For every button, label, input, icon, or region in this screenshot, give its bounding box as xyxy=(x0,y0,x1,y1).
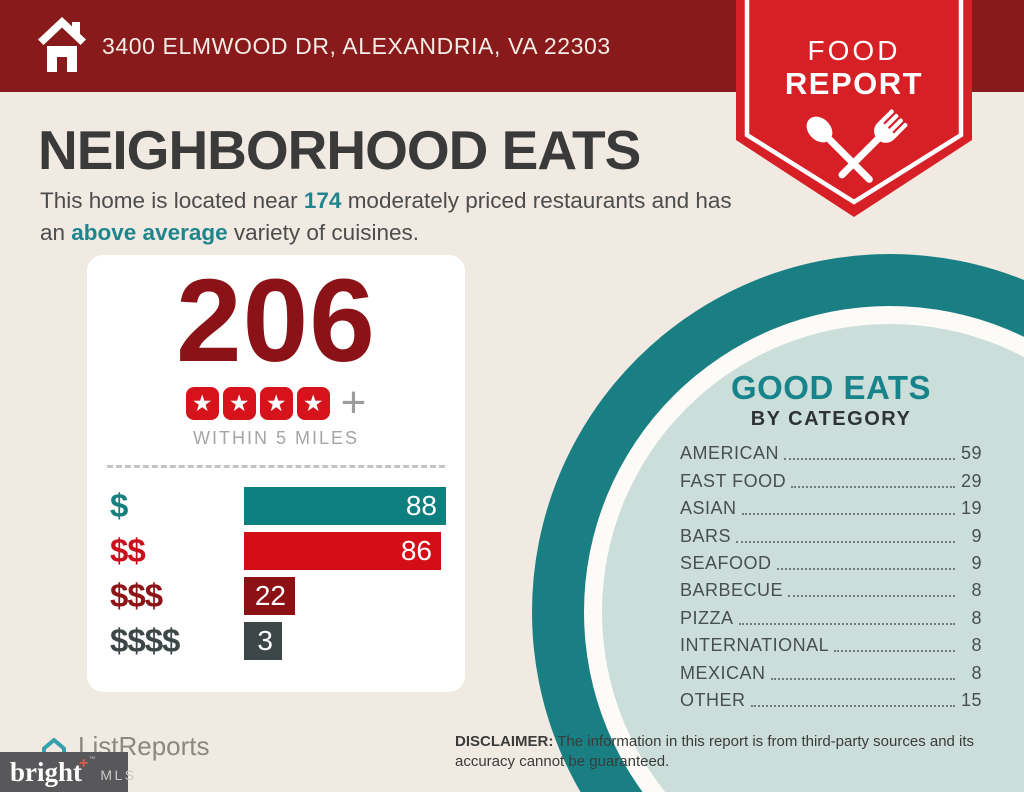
plus-icon: + xyxy=(340,378,367,428)
bright-plus-icon: + xyxy=(79,755,89,772)
restaurant-count: 174 xyxy=(303,188,342,213)
bar-value: 88 xyxy=(405,490,437,522)
category-row: OTHER 15 xyxy=(680,687,982,714)
total-restaurants: 206 xyxy=(176,255,376,387)
category-value: 8 xyxy=(971,607,982,628)
dotted-leader xyxy=(834,650,955,653)
bar: 22 xyxy=(244,577,295,616)
bar-row: $$$$ 3 xyxy=(110,622,465,661)
variety-rating: above average xyxy=(71,220,228,245)
category-label: ASIAN xyxy=(680,498,737,519)
dashed-divider xyxy=(107,465,445,469)
dotted-leader xyxy=(788,595,955,598)
bar-value: 86 xyxy=(400,535,432,567)
mls-label: MLS xyxy=(100,767,137,783)
home-icon xyxy=(38,17,86,72)
category-value: 8 xyxy=(971,580,982,601)
category-row: SEAFOOD 9 xyxy=(680,550,982,577)
restaurant-summary-card: 206 ★ ★ ★ ★ + WITHIN 5 MILES $88 $$ 86 $$$ 22 $$$… xyxy=(87,255,465,692)
price-tier-label: $$$ xyxy=(110,577,163,615)
bar-row: $$ 86 xyxy=(110,532,465,571)
bar: 88 xyxy=(244,487,446,526)
price-tier-label: $ xyxy=(110,487,128,525)
ribbon-line1: FOOD xyxy=(808,35,901,66)
star-icon: ★ xyxy=(222,386,256,420)
page-subtitle: This home is located near 174 moderately… xyxy=(40,188,732,245)
bar-value: 22 xyxy=(254,580,286,612)
star-icon: ★ xyxy=(185,386,219,420)
bar: 86 xyxy=(244,532,441,571)
dotted-leader xyxy=(741,513,955,516)
category-label: BARBECUE xyxy=(680,580,784,601)
category-label: BARS xyxy=(680,525,732,546)
bar: 3 xyxy=(244,622,282,661)
category-value: 15 xyxy=(960,689,982,710)
price-tier-label: $$ xyxy=(110,532,146,570)
star-icon: ★ xyxy=(296,386,330,420)
category-label: FAST FOOD xyxy=(680,470,787,491)
category-value: 59 xyxy=(960,443,982,464)
category-value: 9 xyxy=(971,525,982,546)
category-value: 8 xyxy=(971,635,982,656)
category-label: AMERICAN xyxy=(680,443,780,464)
dotted-leader xyxy=(750,704,955,707)
category-row: INTERNATIONAL 8 xyxy=(680,632,982,659)
category-label: SEAFOOD xyxy=(680,552,772,573)
ribbon-shape xyxy=(736,0,972,217)
house-outline-icon xyxy=(42,737,66,761)
star-icon: ★ xyxy=(259,386,293,420)
dotted-leader xyxy=(784,458,955,461)
dotted-leader xyxy=(738,622,955,625)
good-eats-subtitle: BY CATEGORY xyxy=(750,408,912,430)
bar-row: $88 xyxy=(110,487,465,526)
category-row: AMERICAN 59 xyxy=(680,440,982,467)
spoon-fork-icon xyxy=(806,109,908,183)
category-value: 9 xyxy=(971,552,982,573)
price-tier-label: $$$$ xyxy=(110,622,180,660)
dotted-leader xyxy=(791,485,955,488)
category-row: ASIAN 19 xyxy=(680,495,982,522)
dotted-leader xyxy=(736,540,955,543)
category-label: INTERNATIONAL xyxy=(680,635,830,656)
category-value: 8 xyxy=(971,662,982,683)
ribbon-line2: REPORT xyxy=(785,66,923,101)
category-value: 29 xyxy=(960,470,982,491)
bright-mls-watermark: bright + ™ MLS xyxy=(0,752,134,792)
rating-row: ★ ★ ★ ★ + xyxy=(87,378,465,428)
page-title: NEIGHBORHOOD EATS xyxy=(38,119,641,181)
bar-row: $$$ 22 xyxy=(110,577,465,616)
bright-wordmark: bright xyxy=(10,756,83,787)
bar-value: 3 xyxy=(257,625,273,657)
disclaimer-text: DISCLAIMER: The information in this repo… xyxy=(455,733,975,770)
radius-label: WITHIN 5 MILES xyxy=(192,428,359,449)
category-label: OTHER xyxy=(680,689,746,710)
category-row: BARS 9 xyxy=(680,522,982,549)
property-address: 3400 ELMWOOD DR, ALEXANDRIA, VA 22303 xyxy=(102,32,611,59)
trademark-symbol: ™ xyxy=(88,755,96,763)
price-tier-bar-chart: $88 $$ 86 $$$ 22 $$$$ 3 xyxy=(110,487,465,661)
good-eats-panel: GOOD EATS BY CATEGORY AMERICAN 59 FAST FOO… xyxy=(680,368,982,714)
category-row: PIZZA 8 xyxy=(680,604,982,631)
category-row: BARBECUE 8 xyxy=(680,577,982,604)
good-eats-title: GOOD EATS xyxy=(730,369,932,406)
category-row: MEXICAN 8 xyxy=(680,659,982,686)
category-label: MEXICAN xyxy=(680,662,766,683)
category-row: FAST FOOD 29 xyxy=(680,467,982,494)
food-report-ribbon: FOOD REPORT xyxy=(736,0,973,218)
dotted-leader xyxy=(776,567,955,570)
category-value: 19 xyxy=(960,498,982,519)
category-list: AMERICAN 59 FAST FOOD 29 ASIAN 19 BARS 9 SEAFOOD… xyxy=(680,440,982,714)
dotted-leader xyxy=(770,677,955,680)
category-label: PIZZA xyxy=(680,607,734,628)
